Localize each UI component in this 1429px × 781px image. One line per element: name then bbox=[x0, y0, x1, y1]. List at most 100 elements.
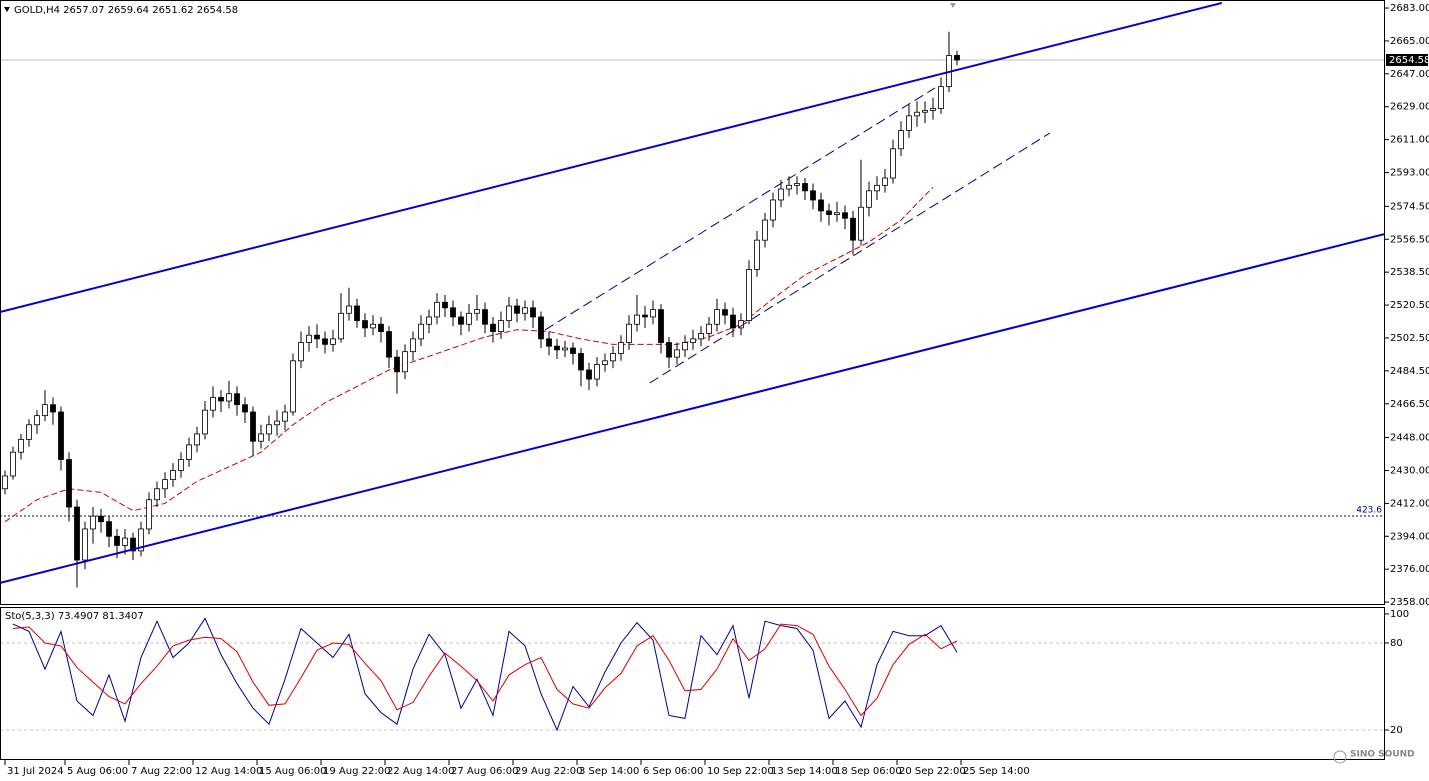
x-tick-label: 22 Aug 14:00 bbox=[387, 766, 454, 777]
y-tick-label: 2484.50 bbox=[1390, 366, 1429, 377]
candle-body bbox=[258, 433, 264, 442]
chart-header: GOLD,H4 2657.07 2659.64 2651.62 2654.58 bbox=[14, 5, 238, 16]
candle-body bbox=[826, 210, 832, 215]
candle-body bbox=[402, 351, 408, 373]
candle-body bbox=[538, 316, 544, 340]
candle-body bbox=[114, 535, 120, 546]
candle-body bbox=[690, 338, 696, 343]
candle-body bbox=[34, 415, 40, 426]
candle-body bbox=[266, 424, 272, 435]
candle-body bbox=[250, 411, 256, 442]
candle-body bbox=[874, 184, 880, 192]
y-tick-label: 2629.00 bbox=[1390, 102, 1429, 113]
candle-body bbox=[162, 479, 168, 490]
y-tick-label: 2430.00 bbox=[1390, 465, 1429, 476]
candle-body bbox=[90, 515, 96, 530]
candle-body bbox=[426, 316, 432, 325]
candle-body bbox=[778, 188, 784, 201]
candle-body bbox=[530, 307, 536, 318]
x-tick-label: 5 Aug 06:00 bbox=[67, 766, 128, 777]
trendline bbox=[649, 132, 1051, 384]
candle-body bbox=[226, 393, 232, 402]
x-tick-label: 27 Aug 06:00 bbox=[451, 766, 518, 777]
candle-body bbox=[338, 312, 344, 340]
x-tick-label: 6 Sep 06:00 bbox=[643, 766, 703, 777]
y-tick-label: 2520.50 bbox=[1390, 300, 1429, 311]
candle-body bbox=[938, 86, 944, 109]
candle-body bbox=[58, 411, 64, 460]
candle-body bbox=[170, 470, 176, 481]
price-label-box bbox=[1386, 53, 1428, 66]
candle-body bbox=[930, 108, 936, 111]
trendline bbox=[0, 232, 1386, 584]
y-tick-label: 20 bbox=[1390, 725, 1403, 736]
y-tick-label: 2538.50 bbox=[1390, 267, 1429, 278]
candle-body bbox=[346, 305, 352, 314]
candle-body bbox=[202, 409, 208, 435]
candle-body bbox=[674, 349, 680, 358]
candle-body bbox=[858, 206, 864, 241]
candle-body bbox=[2, 475, 8, 490]
y-tick-label: 2611.00 bbox=[1390, 135, 1429, 146]
candle-body bbox=[450, 307, 456, 318]
x-tick-label: 18 Sep 06:00 bbox=[835, 766, 902, 777]
x-tick-label: 20 Sep 22:00 bbox=[899, 766, 966, 777]
x-tick-label: 3 Sep 14:00 bbox=[579, 766, 639, 777]
candle-body bbox=[122, 537, 128, 546]
candle-body bbox=[378, 323, 384, 332]
candle-body bbox=[66, 459, 72, 508]
x-tick-label: 10 Sep 22:00 bbox=[707, 766, 774, 777]
candle-body bbox=[362, 320, 368, 329]
stochastic-header: Sto(5,3,3) 73.4907 81.3407 bbox=[5, 611, 144, 622]
candle-body bbox=[602, 360, 608, 365]
candle-body bbox=[26, 424, 32, 440]
y-tick-label: 2556.50 bbox=[1390, 234, 1429, 245]
y-tick-label: 2683.00 bbox=[1390, 3, 1429, 14]
candle-body bbox=[410, 338, 416, 353]
candle-body bbox=[194, 433, 200, 446]
candle-body bbox=[50, 404, 56, 413]
low: 2651.62 bbox=[152, 5, 193, 16]
candle-body bbox=[130, 537, 136, 552]
y-tick-label: 2647.00 bbox=[1390, 69, 1429, 80]
menu-arrow[interactable] bbox=[4, 7, 10, 12]
candle-body bbox=[706, 323, 712, 334]
candle-body bbox=[442, 301, 448, 309]
candle-body bbox=[626, 323, 632, 343]
candle-body bbox=[554, 345, 560, 351]
y-tick-label: 2412.00 bbox=[1390, 498, 1429, 509]
candle-body bbox=[954, 55, 960, 61]
price-label: 2654.58 bbox=[1389, 55, 1429, 66]
candle-body bbox=[762, 219, 768, 241]
trendline bbox=[544, 87, 936, 331]
candle-body bbox=[786, 184, 792, 190]
candle-body bbox=[546, 338, 552, 347]
candle-body bbox=[698, 332, 704, 340]
y-tick-label: 2593.00 bbox=[1390, 168, 1429, 179]
candle-body bbox=[106, 521, 112, 537]
candle-body bbox=[330, 338, 336, 345]
candle-body bbox=[306, 334, 312, 343]
candle-body bbox=[898, 130, 904, 150]
x-tick-label: 7 Aug 22:00 bbox=[131, 766, 192, 777]
candle-body bbox=[882, 177, 888, 186]
candle-body bbox=[370, 323, 376, 329]
candle-body bbox=[74, 506, 80, 561]
candle-body bbox=[234, 393, 240, 406]
candle-body bbox=[242, 404, 248, 413]
candle-body bbox=[746, 269, 752, 321]
high: 2659.64 bbox=[108, 5, 149, 16]
candle-body bbox=[18, 439, 24, 453]
candle-body bbox=[394, 356, 400, 373]
stochastic-panel bbox=[0, 617, 1385, 732]
candle-body bbox=[666, 342, 672, 358]
watermark: SINO SOUND bbox=[1350, 750, 1415, 760]
candle-body bbox=[98, 515, 104, 523]
candle-body bbox=[466, 312, 472, 325]
main-last: 73.4907 bbox=[58, 611, 99, 622]
candle-body bbox=[586, 369, 592, 380]
candle-body bbox=[842, 212, 848, 219]
signal-last: 81.3407 bbox=[102, 611, 143, 622]
candle-body bbox=[650, 309, 656, 318]
level-label: 423.6 bbox=[1356, 505, 1382, 515]
